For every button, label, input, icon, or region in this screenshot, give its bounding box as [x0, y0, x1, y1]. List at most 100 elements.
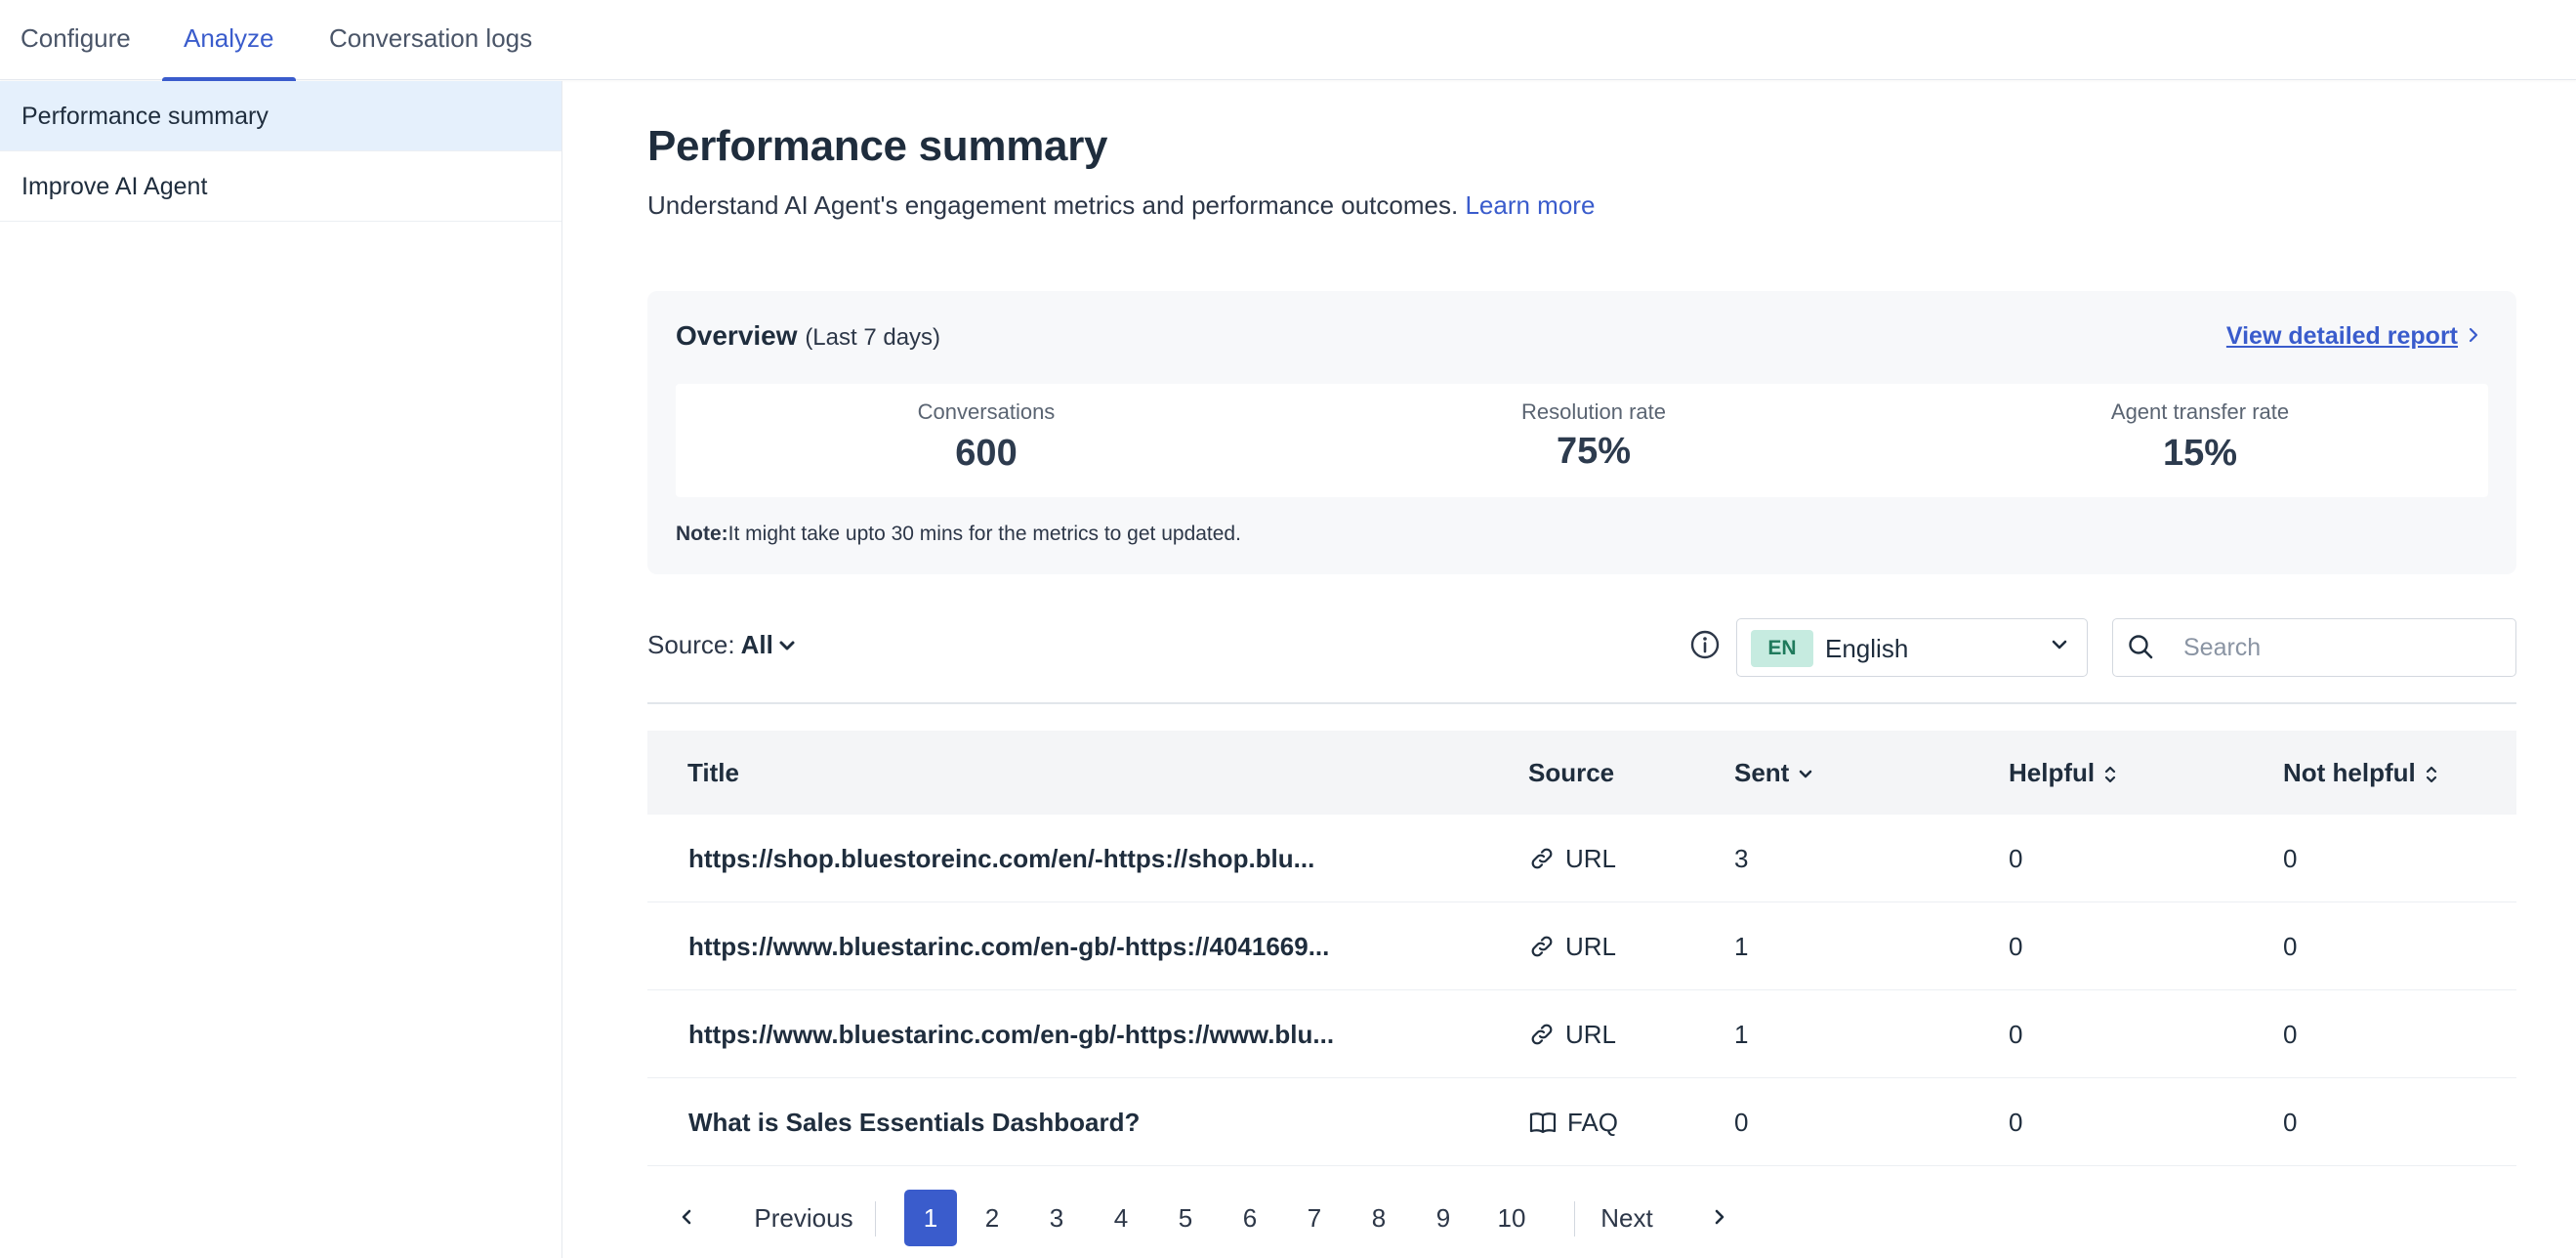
pagination-next-button[interactable]: Next [1600, 1203, 1653, 1233]
metric-resolution-rate: Resolution rate 75% [1398, 384, 1789, 473]
chevron-down-icon [2050, 639, 2069, 657]
row-title-link[interactable]: https://www.bluestarinc.com/en-gb/-https… [688, 1020, 1335, 1049]
row-source: FAQ [1528, 1078, 1618, 1166]
row-helpful: 0 [2009, 844, 2023, 873]
overview-card: Overview (Last 7 days) View detailed rep… [647, 291, 2516, 574]
table-row: What is Sales Essentials Dashboard? FAQ … [647, 1078, 2516, 1166]
pagination-page-4[interactable]: 4 [1113, 1203, 1129, 1233]
pagination: Previous 1 2 3 4 5 6 7 8 9 10 Next [647, 1190, 2516, 1254]
divider [647, 702, 2516, 704]
book-icon [1528, 1108, 1567, 1137]
row-not-helpful: 0 [2283, 844, 2298, 873]
note-label: Note: [676, 523, 728, 545]
row-title-link[interactable]: What is Sales Essentials Dashboard? [688, 1108, 1141, 1137]
metric-conversations: Conversations 600 [791, 384, 1182, 475]
pagination-page-1[interactable]: 1 [904, 1190, 957, 1246]
link-icon [1528, 932, 1565, 961]
source-filter-value: All [740, 630, 773, 659]
row-source: URL [1528, 815, 1616, 902]
metrics-note: Note:It might take upto 30 mins for the … [676, 523, 1241, 546]
search-input[interactable] [2183, 629, 2496, 666]
row-not-helpful: 0 [2283, 932, 2298, 961]
table-row: https://www.bluestarinc.com/en-gb/-https… [647, 990, 2516, 1078]
pagination-page-8[interactable]: 8 [1371, 1203, 1387, 1233]
sort-desc-icon [1789, 758, 1814, 787]
metric-label: Conversations [917, 399, 1056, 424]
pagination-page-7[interactable]: 7 [1307, 1203, 1322, 1233]
link-icon [1528, 844, 1565, 873]
source-filter-label: Source: [647, 630, 735, 659]
page-title: Performance summary [647, 122, 1108, 170]
pagination-prev-arrow[interactable] [672, 1190, 701, 1246]
pagination-previous-button[interactable]: Previous [754, 1203, 853, 1233]
tab-conversation-logs[interactable]: Conversation logs [329, 23, 533, 53]
column-header-not-helpful-label: Not helpful [2283, 758, 2416, 787]
metric-value: 15% [2162, 433, 2238, 474]
row-source-label: URL [1565, 844, 1617, 873]
tab-configure[interactable]: Configure [21, 23, 131, 53]
row-source-label: URL [1565, 932, 1617, 961]
table-row: https://www.bluestarinc.com/en-gb/-https… [647, 902, 2516, 990]
sidebar-item-improve-ai-agent[interactable]: Improve AI Agent [0, 151, 561, 222]
row-sent: 1 [1734, 1020, 1749, 1049]
top-tab-bar: Configure Analyze Conversation logs [0, 0, 2576, 82]
metric-agent-transfer-rate: Agent transfer rate 15% [2005, 384, 2395, 475]
sidebar-item-performance-summary[interactable]: Performance summary [0, 81, 561, 151]
page-description-text: Understand AI Agent's engagement metrics… [647, 190, 1459, 220]
table-header: Title Source Sent Helpful Not helpful [647, 731, 2516, 815]
chevron-right-icon [1713, 1203, 1726, 1233]
row-source-label: URL [1565, 1020, 1617, 1049]
pagination-page-9[interactable]: 9 [1435, 1203, 1451, 1233]
pagination-page-5[interactable]: 5 [1178, 1203, 1193, 1233]
metrics-panel: Conversations 600 Resolution rate 75% Ag… [676, 384, 2488, 497]
row-not-helpful: 0 [2283, 1108, 2298, 1137]
overview-period: (Last 7 days) [805, 324, 941, 351]
pagination-divider [1574, 1201, 1575, 1237]
chevron-down-icon [773, 630, 797, 659]
sidebar: Performance summary Improve AI Agent [0, 81, 562, 1258]
language-code-badge: EN [1751, 630, 1813, 667]
info-icon[interactable] [1689, 629, 1721, 660]
pagination-next-arrow[interactable] [1705, 1190, 1734, 1246]
row-helpful: 0 [2009, 1108, 2023, 1137]
row-source: URL [1528, 990, 1616, 1078]
pagination-divider [875, 1201, 876, 1237]
column-header-title: Title [687, 758, 739, 787]
view-detailed-report-label: View detailed report [2225, 322, 2458, 350]
pagination-page-6[interactable]: 6 [1242, 1203, 1258, 1233]
column-header-helpful-label: Helpful [2009, 758, 2096, 787]
column-header-not-helpful[interactable]: Not helpful [2283, 731, 2439, 815]
column-header-helpful[interactable]: Helpful [2009, 731, 2118, 815]
column-header-source: Source [1528, 758, 1615, 787]
learn-more-link[interactable]: Learn more [1465, 190, 1596, 220]
metric-label: Resolution rate [1521, 399, 1666, 424]
language-select[interactable]: EN English [1736, 618, 2088, 677]
pagination-page-10[interactable]: 10 [1497, 1203, 1526, 1233]
overview-title-text: Overview [676, 320, 798, 351]
pagination-page-3[interactable]: 3 [1049, 1203, 1064, 1233]
column-header-sent[interactable]: Sent [1734, 731, 1814, 815]
tab-analyze[interactable]: Analyze [162, 0, 295, 82]
sort-icon [2416, 758, 2439, 787]
search-icon [2127, 633, 2156, 667]
language-name: English [1825, 634, 1909, 663]
page-description: Understand AI Agent's engagement metrics… [647, 190, 1595, 221]
metric-label: Agent transfer rate [2110, 399, 2290, 424]
source-filter-dropdown[interactable]: Source: All [647, 630, 797, 660]
overview-title: Overview (Last 7 days) [676, 320, 940, 352]
chevron-right-icon [2468, 322, 2479, 351]
row-title-link[interactable]: https://www.bluestarinc.com/en-gb/-https… [688, 932, 1330, 961]
row-not-helpful: 0 [2283, 1020, 2298, 1049]
row-sent: 1 [1734, 932, 1749, 961]
row-helpful: 0 [2009, 932, 2023, 961]
table-row: https://shop.bluestoreinc.com/en/-https:… [647, 815, 2516, 902]
row-sent: 0 [1734, 1108, 1749, 1137]
row-source: URL [1528, 902, 1616, 990]
row-title-link[interactable]: https://shop.bluestoreinc.com/en/-https:… [688, 844, 1315, 873]
note-text: It might take upto 30 mins for the metri… [727, 523, 1241, 545]
pagination-page-2[interactable]: 2 [984, 1203, 1000, 1233]
row-source-label: FAQ [1567, 1108, 1619, 1137]
view-detailed-report-link[interactable]: View detailed report [2226, 322, 2479, 351]
metric-value: 600 [955, 433, 1018, 474]
link-icon [1528, 1020, 1565, 1049]
